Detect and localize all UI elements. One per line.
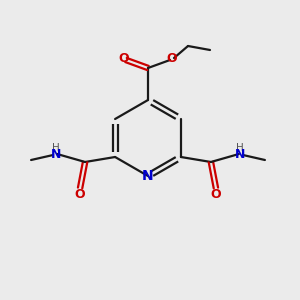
Text: N: N xyxy=(142,169,154,183)
Text: O: O xyxy=(75,188,86,202)
Text: N: N xyxy=(51,148,61,161)
Text: H: H xyxy=(52,143,60,153)
Text: N: N xyxy=(235,148,245,161)
Text: O: O xyxy=(211,188,221,202)
Text: O: O xyxy=(167,52,177,65)
Text: O: O xyxy=(119,52,129,65)
Text: H: H xyxy=(236,143,244,153)
